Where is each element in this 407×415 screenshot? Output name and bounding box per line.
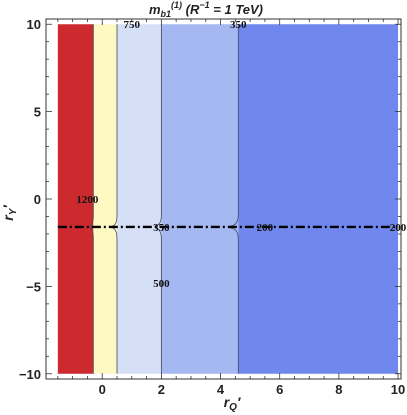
y-tick-label: −5 <box>26 279 41 294</box>
contour-label-200: 200 <box>390 222 407 234</box>
y-axis-label: rY′ <box>0 205 19 221</box>
x-tick-label: 10 <box>391 382 405 397</box>
axis-ticks: 0 2 4 6 8 10 10 5 0 −5 −10 <box>19 17 405 397</box>
band-350 <box>161 24 239 374</box>
x-tick-label: 8 <box>335 382 342 397</box>
y-tick-label: 10 <box>27 17 41 32</box>
contour-label-500: 500 <box>153 278 170 290</box>
contour-label-350: 350 <box>153 222 170 234</box>
y-tick-label: 0 <box>34 192 41 207</box>
x-axis-label: rQ′ <box>224 394 241 413</box>
x-tick-label: 6 <box>276 382 283 397</box>
contour-label-1200: 1200 <box>76 194 99 206</box>
x-tick-label: 4 <box>217 382 225 397</box>
band-750 <box>93 24 117 374</box>
contour-label-200: 200 <box>257 222 274 234</box>
chart-title: mb1(1) (R−1 = 1 TeV) <box>149 0 263 19</box>
contour-line-1200 <box>89 24 94 374</box>
y-tick-label: −10 <box>19 367 41 382</box>
contour-label-750: 750 <box>124 19 141 31</box>
band-200 <box>238 24 399 374</box>
band-layer <box>57 24 399 374</box>
contour-label-layer: 750 350 1200 350 200 500 200 <box>76 19 406 290</box>
x-tick-label: 2 <box>158 382 165 397</box>
x-tick-label: 0 <box>99 382 106 397</box>
band-500 <box>117 24 162 374</box>
band-1200 <box>57 24 94 374</box>
contour-label-350: 350 <box>230 19 247 31</box>
y-tick-label: 5 <box>34 105 41 120</box>
